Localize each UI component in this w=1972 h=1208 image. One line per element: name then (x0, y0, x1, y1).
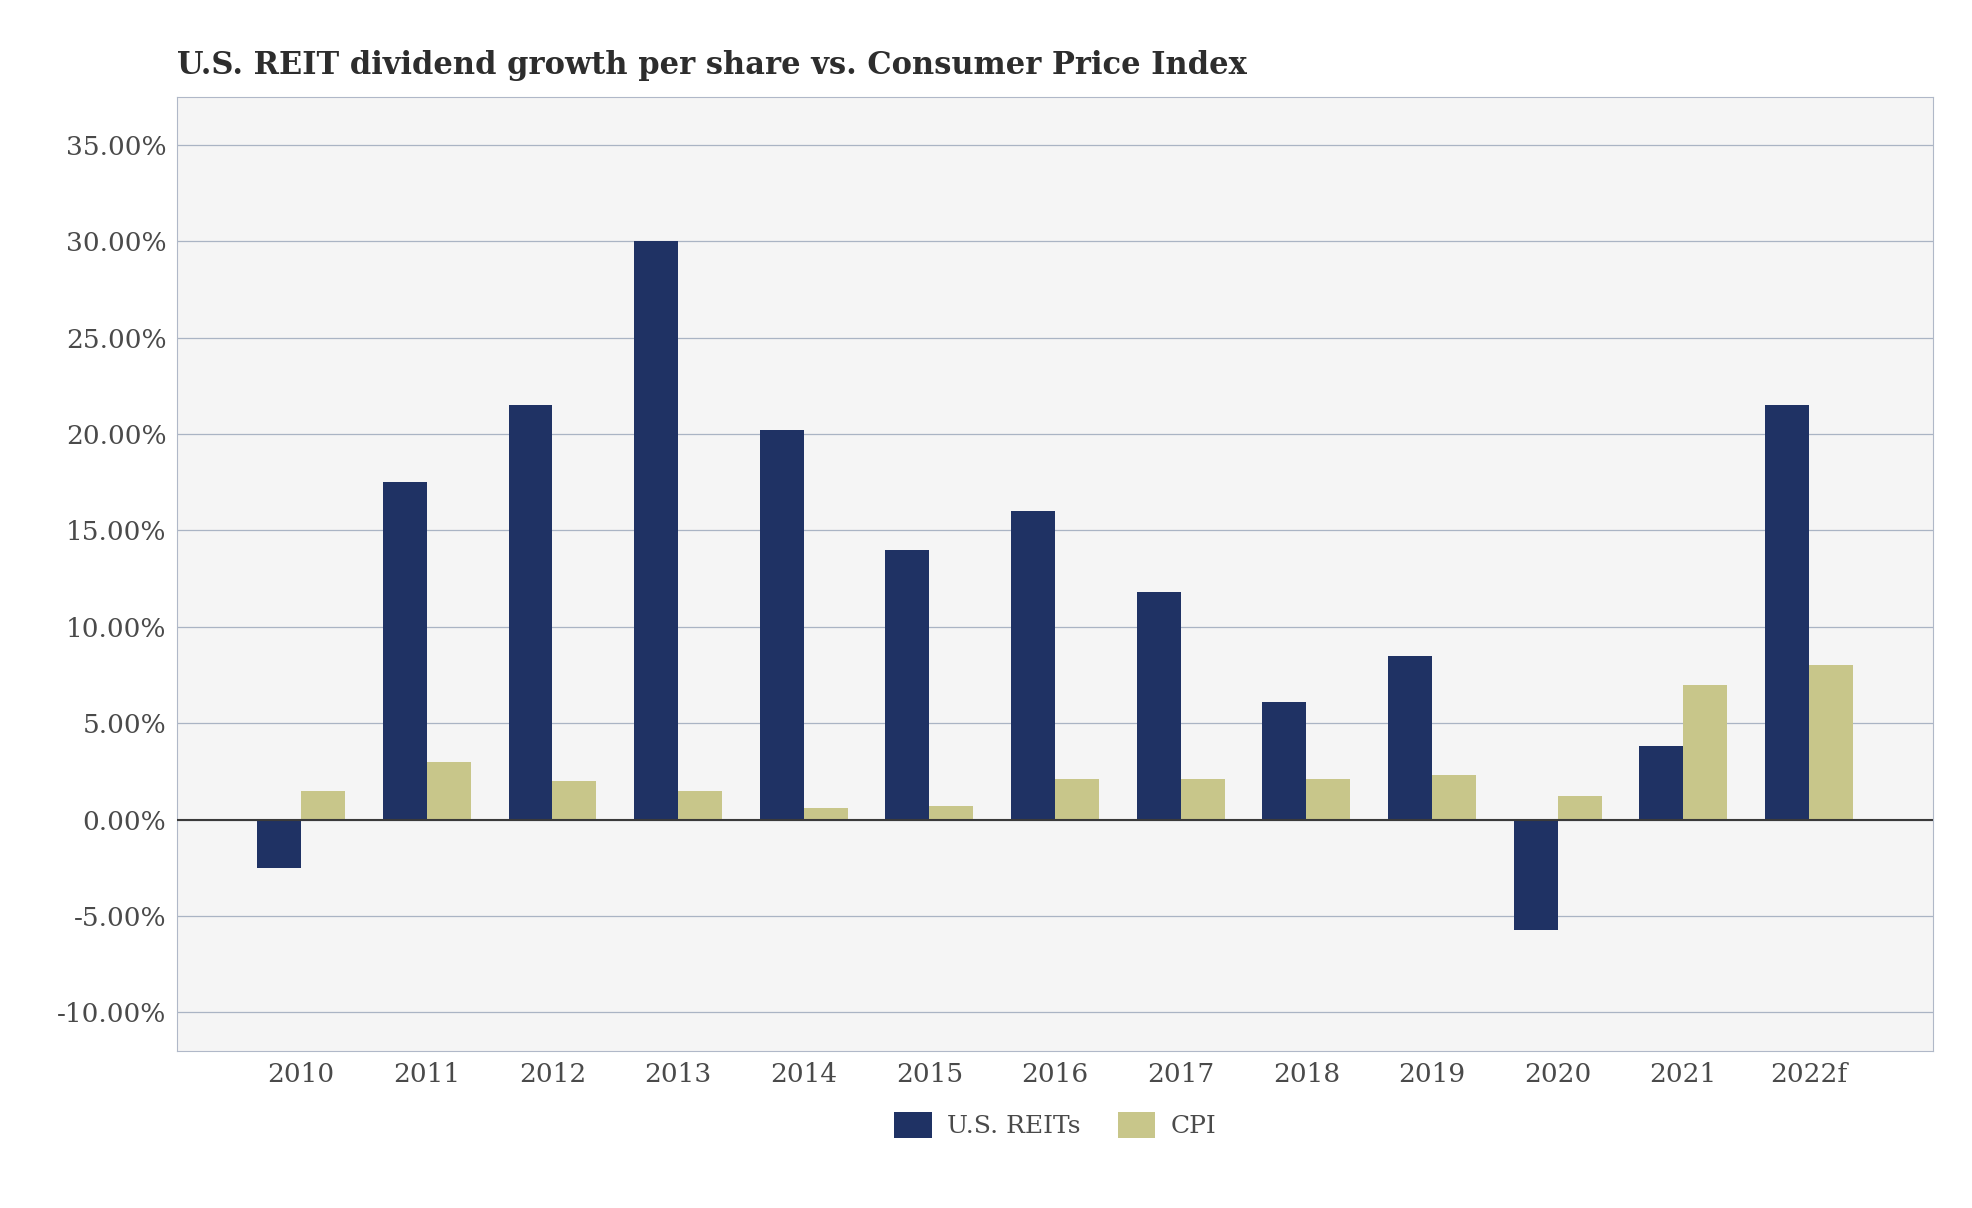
Bar (759, 430, 805, 819)
Bar (1305, 779, 1351, 819)
Bar (1765, 405, 1808, 819)
Bar (1012, 511, 1055, 819)
Bar (1055, 779, 1098, 819)
Bar (302, 791, 345, 819)
Bar (256, 819, 302, 867)
Bar (1262, 702, 1305, 819)
Bar (1181, 779, 1225, 819)
Bar (509, 405, 552, 819)
Bar (1514, 819, 1558, 929)
Legend: U.S. REITs, CPI: U.S. REITs, CPI (883, 1102, 1227, 1149)
Bar (805, 808, 848, 819)
Bar (885, 550, 929, 819)
Bar (1136, 592, 1181, 819)
Bar (383, 482, 426, 819)
Bar (678, 791, 722, 819)
Bar (1388, 656, 1432, 819)
Bar (1684, 685, 1727, 819)
Bar (1808, 666, 1854, 819)
Text: U.S. REIT dividend growth per share vs. Consumer Price Index: U.S. REIT dividend growth per share vs. … (177, 51, 1246, 81)
Bar (1432, 776, 1475, 819)
Bar (552, 782, 596, 819)
Bar (1558, 796, 1601, 819)
Bar (635, 242, 678, 819)
Bar (1639, 747, 1684, 819)
Bar (426, 762, 471, 819)
Bar (929, 806, 974, 819)
